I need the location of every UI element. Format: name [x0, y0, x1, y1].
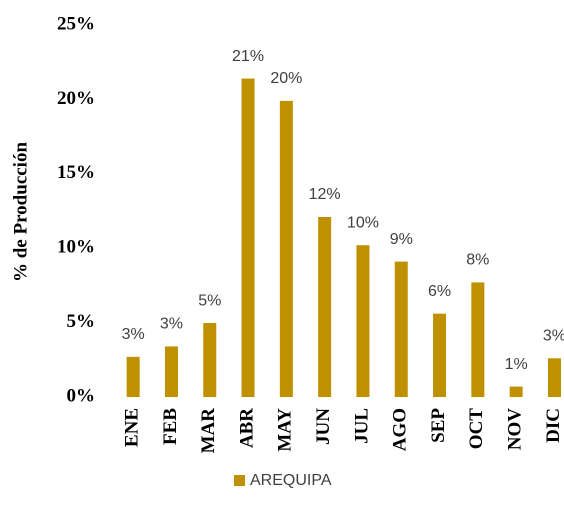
x-tick-label: JUN: [313, 408, 334, 445]
data-label: 8%: [466, 252, 489, 269]
data-label: 3%: [160, 316, 183, 333]
bar: [279, 100, 293, 397]
data-label: 1%: [505, 356, 528, 373]
y-tick-label: 5%: [67, 311, 96, 332]
bar: [126, 356, 140, 397]
data-label: 12%: [309, 186, 341, 203]
bar: [356, 245, 370, 397]
x-tick-label: JUL: [351, 408, 372, 444]
x-tick-label: NOV: [505, 408, 526, 451]
bar: [471, 282, 485, 397]
bar: [547, 358, 561, 397]
bar: [509, 386, 523, 397]
y-tick-label: 15%: [57, 162, 95, 183]
data-label: 9%: [390, 231, 413, 248]
y-tick-label: 0%: [67, 385, 96, 406]
x-tick-label: SEP: [428, 408, 449, 443]
x-tick-label: MAY: [275, 408, 296, 452]
bar: [241, 78, 255, 398]
bar: [164, 346, 178, 397]
legend-label: AREQUIPA: [250, 472, 332, 489]
y-tick-label: 10%: [57, 237, 95, 258]
x-tick-label: OCT: [466, 408, 487, 450]
x-tick-label: ABR: [236, 408, 257, 448]
y-axis-title: % de Producción: [10, 142, 31, 282]
bar: [203, 323, 217, 397]
y-tick-label: 20%: [57, 88, 95, 109]
x-tick-label: AGO: [390, 408, 411, 451]
bar: [394, 261, 408, 397]
data-label: 6%: [428, 283, 451, 300]
legend-swatch: [234, 475, 245, 486]
x-tick-label: MAR: [198, 408, 219, 454]
x-tick-label: ENE: [122, 408, 143, 447]
data-label: 21%: [232, 48, 264, 65]
x-tick-label: DIC: [543, 408, 564, 443]
data-label: 10%: [347, 214, 379, 231]
x-tick-label: FEB: [160, 408, 181, 445]
data-label: 20%: [270, 70, 302, 87]
data-label: 3%: [543, 328, 564, 345]
data-label: 3%: [122, 326, 145, 343]
y-tick-label: 25%: [57, 13, 95, 34]
bar: [433, 313, 447, 397]
bar: [318, 216, 332, 397]
data-label: 5%: [198, 292, 221, 309]
